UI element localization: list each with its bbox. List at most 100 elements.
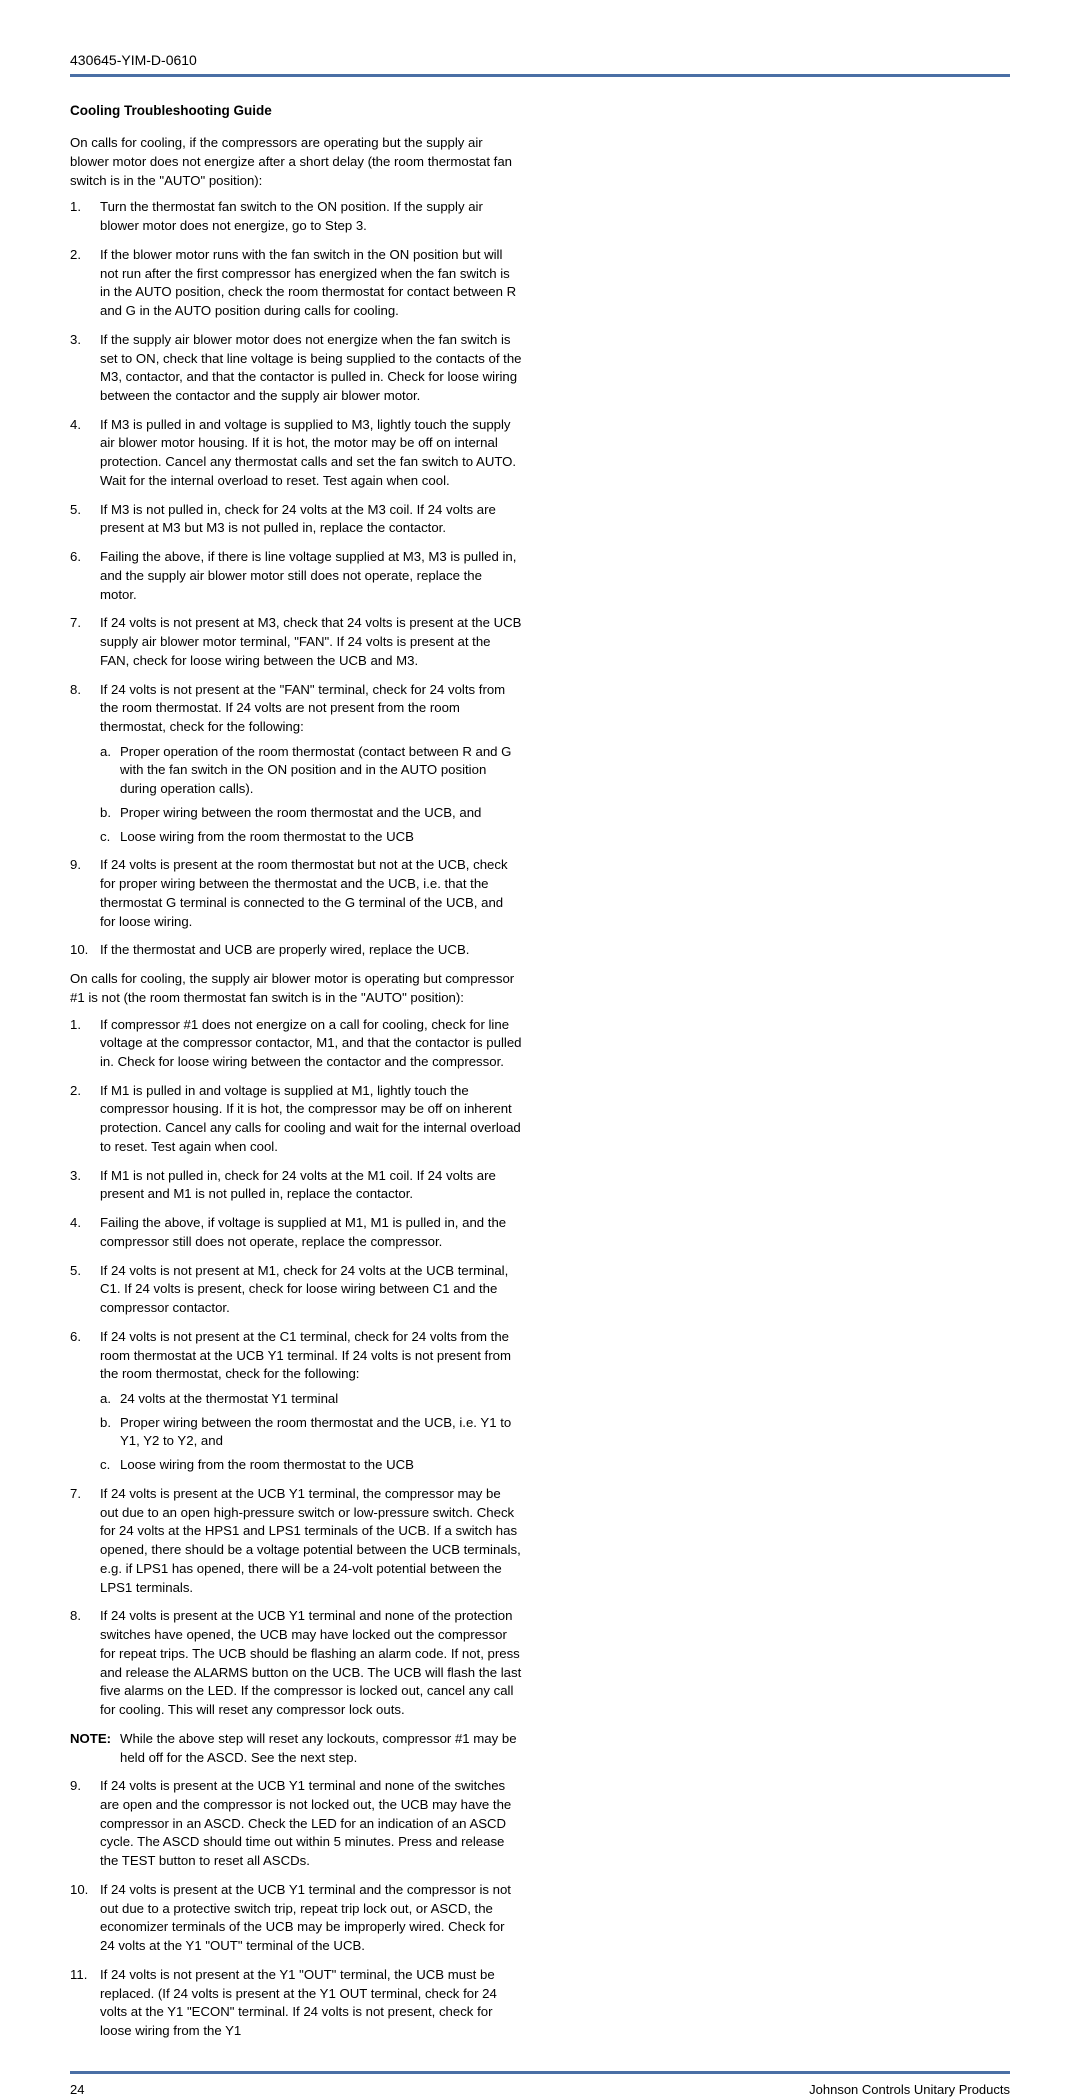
bottom-rule bbox=[70, 2071, 1010, 2074]
item-number: 10. bbox=[70, 1881, 88, 1900]
item-text: If 24 volts is present at the UCB Y1 ter… bbox=[100, 1608, 521, 1717]
item-text: If M1 is not pulled in, check for 24 vol… bbox=[100, 1168, 496, 1202]
sub-item-text: 24 volts at the thermostat Y1 terminal bbox=[120, 1391, 338, 1406]
item-number: 5. bbox=[70, 1262, 81, 1281]
item-text: If the thermostat and UCB are properly w… bbox=[100, 942, 469, 957]
list-item: 3. If M1 is not pulled in, check for 24 v… bbox=[70, 1167, 522, 1204]
troubleshoot-list-2b: 9. If 24 volts is present at the UCB Y1 t… bbox=[70, 1777, 522, 2041]
item-number: 3. bbox=[70, 331, 81, 350]
item-number: 4. bbox=[70, 416, 81, 435]
sub-list-item: a. Proper operation of the room thermosta… bbox=[100, 743, 522, 799]
list-item: 2. If M1 is pulled in and voltage is supp… bbox=[70, 1082, 522, 1157]
item-text: If 24 volts is not present at the "FAN" … bbox=[100, 682, 505, 734]
sub-item-letter: c. bbox=[100, 828, 110, 847]
sub-item-letter: a. bbox=[100, 743, 111, 762]
item-number: 1. bbox=[70, 1016, 81, 1035]
page-number: 24 bbox=[70, 2082, 84, 2097]
sub-list-item: c. Loose wiring from the room thermostat … bbox=[100, 828, 522, 847]
list-item: 9. If 24 volts is present at the UCB Y1 t… bbox=[70, 1777, 522, 1871]
section-title: Cooling Troubleshooting Guide bbox=[70, 101, 522, 120]
list-item: 8. If 24 volts is not present at the "FAN… bbox=[70, 681, 522, 847]
item-text: Failing the above, if voltage is supplie… bbox=[100, 1215, 506, 1249]
list-item: 10. If the thermostat and UCB are properl… bbox=[70, 941, 522, 960]
list-item: 6. Failing the above, if there is line vo… bbox=[70, 548, 522, 604]
list-item: 1. Turn the thermostat fan switch to the … bbox=[70, 198, 522, 235]
item-text: If 24 volts is not present at the Y1 "OU… bbox=[100, 1967, 497, 2038]
sub-list-item: b. Proper wiring between the room thermos… bbox=[100, 804, 522, 823]
item-text: If M1 is pulled in and voltage is suppli… bbox=[100, 1083, 521, 1154]
item-number: 1. bbox=[70, 198, 81, 217]
sub-list-item: a. 24 volts at the thermostat Y1 terminal bbox=[100, 1390, 522, 1409]
list-item: 8. If 24 volts is present at the UCB Y1 t… bbox=[70, 1607, 522, 1719]
item-text: If 24 volts is present at the UCB Y1 ter… bbox=[100, 1882, 511, 1953]
sub-item-text: Loose wiring from the room thermostat to… bbox=[120, 829, 414, 844]
item-text: If 24 volts is not present at M1, check … bbox=[100, 1263, 508, 1315]
item-number: 6. bbox=[70, 548, 81, 567]
sub-item-text: Proper wiring between the room thermosta… bbox=[120, 805, 481, 820]
item-number: 3. bbox=[70, 1167, 81, 1186]
sub-item-letter: c. bbox=[100, 1456, 110, 1475]
item-text: Failing the above, if there is line volt… bbox=[100, 549, 516, 601]
item-text: If the blower motor runs with the fan sw… bbox=[100, 247, 516, 318]
sub-list: a. 24 volts at the thermostat Y1 terminal… bbox=[100, 1390, 522, 1475]
list-item: 2. If the blower motor runs with the fan … bbox=[70, 246, 522, 321]
sub-item-letter: a. bbox=[100, 1390, 111, 1409]
list-item: 9. If 24 volts is present at the room the… bbox=[70, 856, 522, 931]
item-number: 2. bbox=[70, 1082, 81, 1101]
sub-item-letter: b. bbox=[100, 804, 111, 823]
item-number: 4. bbox=[70, 1214, 81, 1233]
item-text: If 24 volts is present at the UCB Y1 ter… bbox=[100, 1486, 521, 1595]
item-number: 9. bbox=[70, 856, 81, 875]
list-item: 6. If 24 volts is not present at the C1 t… bbox=[70, 1328, 522, 1475]
item-text: Turn the thermostat fan switch to the ON… bbox=[100, 199, 483, 233]
note-label: NOTE: bbox=[70, 1730, 111, 1749]
sub-item-letter: b. bbox=[100, 1414, 111, 1433]
item-text: If M3 is not pulled in, check for 24 vol… bbox=[100, 502, 496, 536]
item-number: 10. bbox=[70, 941, 88, 960]
top-rule bbox=[70, 74, 1010, 77]
sub-list: a. Proper operation of the room thermosta… bbox=[100, 743, 522, 847]
item-text: If compressor #1 does not energize on a … bbox=[100, 1017, 522, 1069]
list-item: 4. Failing the above, if voltage is suppl… bbox=[70, 1214, 522, 1251]
footer-company: Johnson Controls Unitary Products bbox=[809, 2082, 1010, 2097]
footer: 24 Johnson Controls Unitary Products bbox=[70, 2082, 1010, 2097]
item-number: 9. bbox=[70, 1777, 81, 1796]
page-container: 430645-YIM-D-0610 Cooling Troubleshootin… bbox=[0, 0, 1080, 1397]
item-number: 2. bbox=[70, 246, 81, 265]
sub-item-text: Proper operation of the room thermostat … bbox=[120, 744, 511, 796]
list-item: 5. If 24 volts is not present at M1, chec… bbox=[70, 1262, 522, 1318]
list-item: 10. If 24 volts is present at the UCB Y1 … bbox=[70, 1881, 522, 1956]
list-item: 7. If 24 volts is present at the UCB Y1 t… bbox=[70, 1485, 522, 1597]
intro-paragraph-1: On calls for cooling, if the compressors… bbox=[70, 134, 522, 190]
list-item: 11. If 24 volts is not present at the Y1 … bbox=[70, 1966, 522, 2041]
item-number: 5. bbox=[70, 501, 81, 520]
list-item: 4. If M3 is pulled in and voltage is supp… bbox=[70, 416, 522, 491]
item-text: If 24 volts is present at the room therm… bbox=[100, 857, 508, 928]
sub-list-item: b. Proper wiring between the room thermos… bbox=[100, 1414, 522, 1451]
sub-item-text: Loose wiring from the room thermostat to… bbox=[120, 1457, 414, 1472]
item-text: If 24 volts is present at the UCB Y1 ter… bbox=[100, 1778, 511, 1868]
sub-list-item: c. Loose wiring from the room thermostat … bbox=[100, 1456, 522, 1475]
item-number: 6. bbox=[70, 1328, 81, 1347]
list-item: 1. If compressor #1 does not energize on … bbox=[70, 1016, 522, 1072]
note-text: While the above step will reset any lock… bbox=[120, 1731, 517, 1765]
header-doc-code: 430645-YIM-D-0610 bbox=[70, 52, 1010, 68]
list-item: 3. If the supply air blower motor does no… bbox=[70, 331, 522, 406]
note-block: NOTE: While the above step will reset an… bbox=[70, 1730, 522, 1767]
item-number: 7. bbox=[70, 614, 81, 633]
item-text: If 24 volts is not present at M3, check … bbox=[100, 615, 521, 667]
content-columns: Cooling Troubleshooting Guide On calls f… bbox=[70, 101, 1010, 2051]
item-text: If M3 is pulled in and voltage is suppli… bbox=[100, 417, 516, 488]
item-text: If 24 volts is not present at the C1 ter… bbox=[100, 1329, 511, 1381]
item-text: If the supply air blower motor does not … bbox=[100, 332, 522, 403]
troubleshoot-list-2a: 1. If compressor #1 does not energize on … bbox=[70, 1016, 522, 1720]
troubleshoot-list-1: 1. Turn the thermostat fan switch to the … bbox=[70, 198, 522, 960]
item-number: 7. bbox=[70, 1485, 81, 1504]
item-number: 11. bbox=[70, 1966, 87, 1985]
intro-paragraph-2: On calls for cooling, the supply air blo… bbox=[70, 970, 522, 1007]
item-number: 8. bbox=[70, 681, 81, 700]
list-item: 5. If M3 is not pulled in, check for 24 v… bbox=[70, 501, 522, 538]
sub-item-text: Proper wiring between the room thermosta… bbox=[120, 1415, 511, 1449]
item-number: 8. bbox=[70, 1607, 81, 1626]
list-item: 7. If 24 volts is not present at M3, chec… bbox=[70, 614, 522, 670]
